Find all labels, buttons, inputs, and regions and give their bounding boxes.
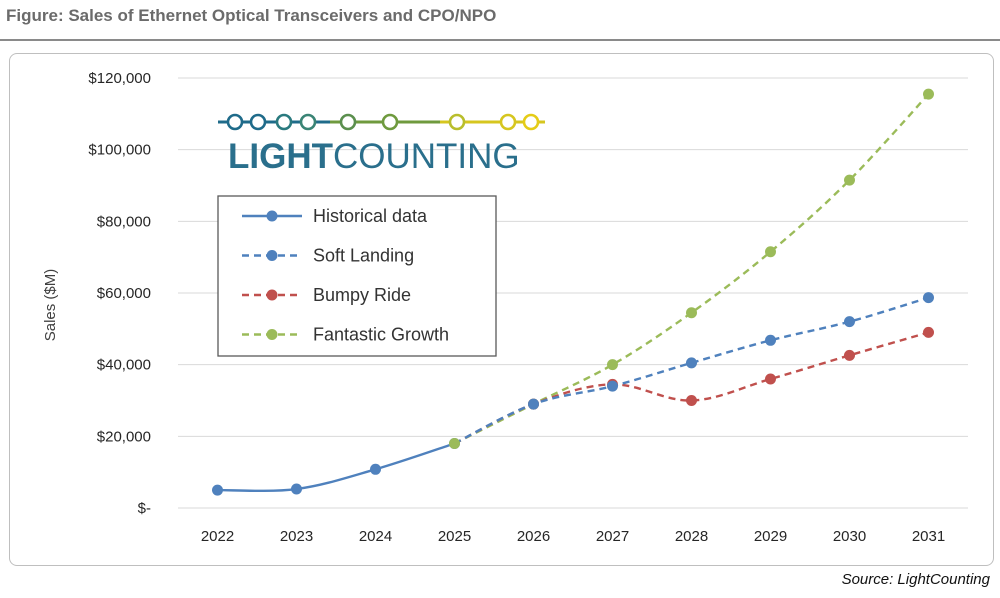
- y-tick-label: $40,000: [97, 357, 151, 374]
- legend: Historical data Soft Landing Bumpy Ride Fan…: [217, 195, 497, 357]
- logo-dot: [275, 113, 293, 131]
- logo-text-bold: LIGHT: [228, 137, 333, 176]
- y-tick-label: $-: [138, 500, 151, 517]
- data-point-historical-data: [291, 483, 302, 495]
- data-point-fantastic-growth: [607, 359, 618, 371]
- data-point-bumpy-ride: [844, 349, 855, 361]
- logo-dot: [249, 113, 267, 131]
- data-point-bumpy-ride: [923, 326, 934, 338]
- figure-title: Figure: Sales of Ethernet Optical Transc…: [6, 6, 497, 25]
- x-tick-label: 2027: [596, 528, 629, 545]
- x-tick-label: 2024: [359, 528, 392, 545]
- legend-label-soft-landing: Soft Landing: [313, 246, 414, 266]
- data-point-soft-landing: [765, 334, 776, 346]
- data-point-fantastic-growth: [686, 307, 697, 319]
- legend-marker-soft-landing: [266, 250, 278, 261]
- x-axis-ticks: 2022 2023 2024 2025 2026 2027 2028 2029 2030 2031: [201, 528, 945, 545]
- y-tick-label: $80,000: [97, 213, 151, 230]
- source-note: Source: LightCounting: [841, 571, 990, 588]
- legend-label-historical-data: Historical data: [313, 206, 428, 226]
- gridlines: [178, 77, 968, 509]
- legend-label-bumpy-ride: Bumpy Ride: [313, 285, 411, 305]
- data-point-fantastic-growth: [449, 438, 460, 449]
- x-tick-label: 2031: [912, 528, 945, 545]
- legend-label-fantastic-growth: Fantastic Growth: [313, 325, 449, 345]
- data-point-soft-landing: [844, 316, 855, 328]
- legend-marker-fantastic-growth: [266, 329, 278, 340]
- logo-dot: [299, 113, 317, 131]
- x-tick-label: 2023: [280, 528, 313, 545]
- lightcounting-logo: LIGHTCOUNTING: [218, 113, 545, 176]
- logo-dot: [381, 113, 399, 131]
- data-point-fantastic-growth: [765, 246, 776, 258]
- y-tick-label: $120,000: [88, 70, 151, 87]
- y-tick-label: $20,000: [97, 428, 151, 445]
- data-point-soft-landing: [686, 357, 697, 369]
- x-tick-label: 2022: [201, 528, 234, 545]
- x-tick-label: 2028: [675, 528, 708, 545]
- legend-marker-bumpy-ride: [266, 289, 278, 301]
- logo-dot: [448, 113, 466, 131]
- series-line-historical-data: [217, 442, 455, 493]
- data-point-soft-landing: [923, 292, 934, 304]
- logo-text-regular: COUNTING: [333, 137, 520, 176]
- series-line-soft-landing: [453, 296, 929, 445]
- svg-text:LIGHTCOUNTING: LIGHTCOUNTING: [228, 137, 520, 176]
- series-points: [212, 88, 934, 496]
- x-tick-label: 2025: [438, 528, 471, 545]
- title-divider: [0, 39, 1000, 41]
- data-point-bumpy-ride: [765, 373, 776, 385]
- data-point-bumpy-ride: [686, 395, 697, 406]
- data-point-historical-data: [370, 463, 381, 475]
- logo-dot: [339, 113, 357, 131]
- data-point-soft-landing: [607, 380, 618, 392]
- y-tick-label: $60,000: [97, 285, 151, 302]
- chart-frame: [9, 53, 994, 566]
- y-axis-ticks: $- $20,000 $40,000 $60,000 $80,000 $100,000 $1…: [88, 70, 151, 517]
- y-tick-label: $100,000: [88, 142, 151, 159]
- data-point-fantastic-growth: [923, 88, 934, 100]
- x-tick-label: 2026: [517, 528, 550, 545]
- x-tick-label: 2029: [754, 528, 787, 545]
- data-point-fantastic-growth: [844, 174, 855, 186]
- data-point-historical-data: [212, 484, 223, 496]
- y-axis-label: Sales ($M): [42, 269, 59, 342]
- logo-dots: [218, 113, 545, 131]
- series-line-fantastic-growth: [453, 93, 930, 445]
- legend-marker-historical-data: [266, 210, 278, 222]
- x-tick-label: 2030: [833, 528, 866, 545]
- logo-dot: [226, 113, 244, 131]
- series-line-bumpy-ride: [453, 331, 929, 445]
- legend-box: [217, 195, 497, 357]
- data-point-soft-landing: [528, 398, 539, 410]
- logo-dot: [499, 113, 517, 131]
- logo-dot: [522, 113, 540, 131]
